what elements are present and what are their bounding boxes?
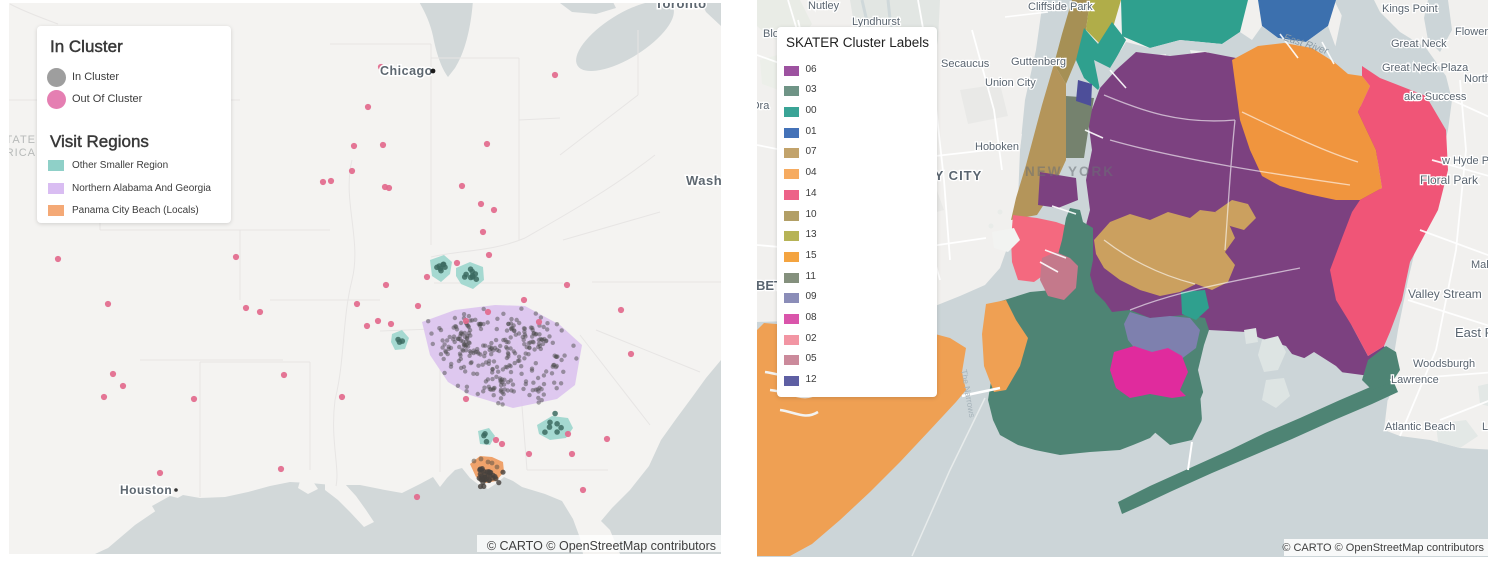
svg-text:TATE: TATE — [9, 134, 36, 146]
svg-text:NEW YORK: NEW YORK — [1025, 164, 1115, 179]
svg-text:Malve: Malve — [1471, 259, 1488, 271]
svg-text:Atlantic Beach: Atlantic Beach — [1385, 421, 1455, 433]
svg-text:Toronto: Toronto — [655, 3, 707, 11]
svg-text:RICA: RICA — [9, 147, 36, 159]
svg-text:Guttenberg: Guttenberg — [1011, 56, 1066, 68]
svg-text:© CARTO © OpenStreetMap contri: © CARTO © OpenStreetMap contributors — [1282, 542, 1484, 554]
svg-text:Ora: Ora — [757, 100, 770, 112]
svg-text:BET: BET — [757, 278, 782, 293]
svg-text:Great Neck: Great Neck — [1391, 38, 1447, 50]
svg-text:Lawrence: Lawrence — [1391, 374, 1439, 386]
svg-text:Flower Hill: Flower Hill — [1455, 26, 1488, 38]
svg-text:Nutley: Nutley — [808, 0, 840, 12]
svg-text:Chicago: Chicago — [380, 64, 433, 78]
svg-text:© CARTO © OpenStreetMap contri: © CARTO © OpenStreetMap contributors — [487, 539, 716, 553]
svg-text:East Ro: East Ro — [1455, 325, 1488, 340]
svg-text:Woodsburgh: Woodsburgh — [1413, 358, 1475, 370]
svg-text:Floral Park: Floral Park — [1420, 173, 1479, 187]
svg-text:Valley Stream: Valley Stream — [1408, 287, 1482, 301]
svg-text:Washington: Washington — [686, 173, 721, 188]
svg-text:Union City: Union City — [985, 77, 1036, 89]
svg-text:Houston: Houston — [120, 483, 172, 497]
svg-text:Hoboken: Hoboken — [975, 141, 1019, 153]
svg-text:Great Neck Plaza: Great Neck Plaza — [1382, 62, 1469, 74]
svg-text:Cliffside Park: Cliffside Park — [1028, 1, 1093, 13]
svg-text:Lyndhurst: Lyndhurst — [852, 16, 900, 28]
svg-text:Secaucus: Secaucus — [941, 58, 990, 70]
svg-text:ake Success: ake Success — [1404, 91, 1467, 103]
svg-text:La: La — [1482, 421, 1488, 433]
svg-text:w Hyde Park: w Hyde Park — [1441, 155, 1488, 167]
svg-text:North N: North N — [1464, 73, 1488, 85]
svg-text:Kings Point: Kings Point — [1382, 3, 1438, 15]
